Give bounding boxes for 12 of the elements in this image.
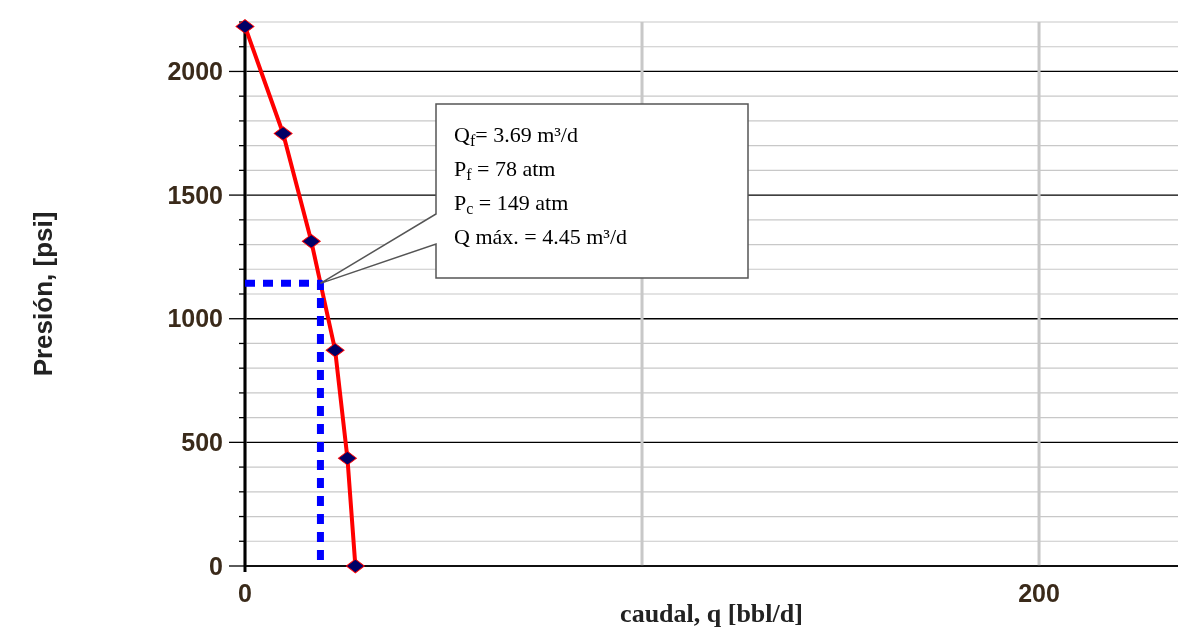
x-axis-title: caudal, q [bbl/d]	[620, 599, 803, 628]
annotation: P$_{f}$ = 78 atm	[454, 156, 556, 183]
y-tick-label: 500	[181, 428, 223, 457]
annotation: Q máx. = 4.45 m³/d	[454, 224, 627, 249]
y-tick-label: 0	[209, 551, 223, 580]
y-tick-label: 1000	[167, 304, 223, 333]
annotation: P$_{c}$ = 149 atm	[454, 190, 569, 217]
y-tick-label: 2000	[167, 57, 223, 86]
annotation: Q$_{f}$= 3.69 m³/d	[454, 122, 578, 149]
y-axis-title: Presión, [psi]	[28, 211, 58, 377]
x-tick-label: 200	[1018, 579, 1060, 607]
y-tick-label: 1500	[167, 180, 223, 209]
